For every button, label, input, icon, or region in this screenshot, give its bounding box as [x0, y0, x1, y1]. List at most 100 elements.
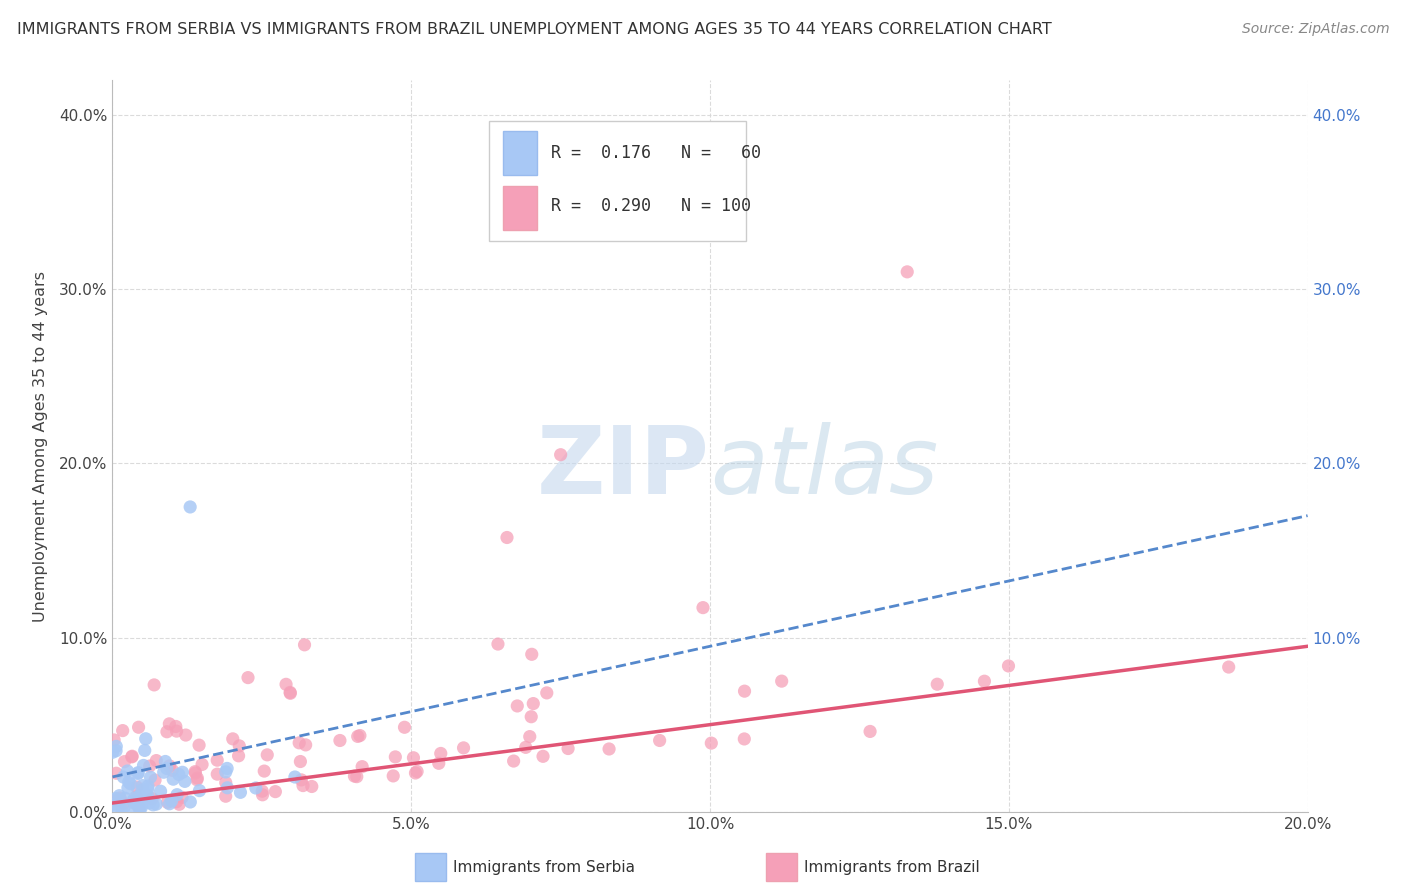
Point [125, 796, 148, 810]
Point [125, 780, 148, 794]
Point [550, 448, 572, 462]
Point [301, 780, 323, 794]
Point [506, 698, 529, 713]
Point [136, 779, 159, 793]
Point [184, 764, 207, 779]
Point [896, 265, 918, 279]
Point [160, 794, 183, 808]
Point [114, 755, 136, 769]
Point [557, 741, 579, 756]
Y-axis label: Unemployment Among Ages 35 to 44 years: Unemployment Among Ages 35 to 44 years [32, 270, 48, 622]
Point [127, 765, 149, 780]
Point [104, 791, 127, 805]
Point [215, 789, 238, 804]
Point [927, 677, 949, 691]
Point [162, 772, 184, 787]
Point [292, 779, 315, 793]
Point [159, 759, 181, 773]
Point [252, 788, 274, 802]
Point [215, 764, 238, 779]
Point [453, 740, 475, 755]
Point [162, 764, 184, 778]
Point [179, 795, 201, 809]
Point [229, 785, 252, 799]
Point [236, 671, 259, 685]
Point [228, 748, 250, 763]
Point [290, 772, 312, 787]
Text: Immigrants from Serbia: Immigrants from Serbia [453, 860, 634, 874]
Point [103, 794, 125, 808]
Point [733, 731, 755, 746]
Point [167, 767, 190, 781]
Point [105, 739, 128, 754]
Point [349, 729, 371, 743]
Point [207, 767, 229, 781]
Point [179, 500, 201, 514]
Point [105, 744, 128, 758]
Point [522, 697, 544, 711]
Point [101, 745, 124, 759]
Point [128, 800, 150, 814]
Text: R =  0.176   N =   60: R = 0.176 N = 60 [551, 145, 761, 162]
Point [186, 772, 208, 787]
Point [135, 789, 157, 803]
Point [114, 791, 136, 805]
Point [252, 784, 274, 798]
Point [598, 742, 620, 756]
Point [165, 719, 187, 733]
Point [188, 738, 211, 752]
Point [1218, 660, 1240, 674]
Point [155, 755, 177, 769]
Point [186, 771, 208, 785]
Point [648, 733, 671, 747]
Point [406, 764, 429, 779]
Point [156, 724, 179, 739]
Point [280, 686, 302, 700]
Point [172, 790, 194, 805]
Point [496, 531, 519, 545]
Point [138, 796, 160, 810]
Point [127, 766, 149, 780]
Point [128, 789, 150, 804]
Point [166, 724, 188, 739]
Point [142, 797, 165, 812]
Point [228, 739, 250, 753]
Point [352, 759, 374, 773]
Point [343, 769, 366, 783]
Point [132, 758, 155, 772]
Text: ZIP: ZIP [537, 422, 710, 514]
Point [134, 743, 156, 757]
Point [486, 637, 509, 651]
Point [222, 731, 245, 746]
Point [128, 720, 150, 734]
Point [294, 738, 316, 752]
Point [191, 757, 214, 772]
Point [124, 802, 146, 816]
Point [404, 766, 426, 780]
Point [531, 749, 554, 764]
Point [112, 796, 135, 810]
Point [166, 788, 188, 802]
Point [128, 801, 150, 815]
Point [294, 638, 316, 652]
Point [536, 686, 558, 700]
Point [217, 761, 239, 775]
Point [427, 756, 450, 771]
Point [108, 789, 131, 803]
Point [520, 710, 543, 724]
Point [973, 674, 995, 689]
Point [120, 777, 142, 791]
Point [111, 723, 134, 738]
Point [129, 801, 152, 815]
Point [384, 750, 406, 764]
Point [143, 678, 166, 692]
Point [122, 794, 145, 808]
Point [288, 736, 311, 750]
Point [124, 795, 146, 809]
Point [700, 736, 723, 750]
Point [136, 782, 159, 797]
Text: R =  0.290   N = 100: R = 0.290 N = 100 [551, 197, 751, 215]
Point [105, 766, 128, 780]
Point [278, 685, 301, 699]
Point [145, 754, 167, 768]
